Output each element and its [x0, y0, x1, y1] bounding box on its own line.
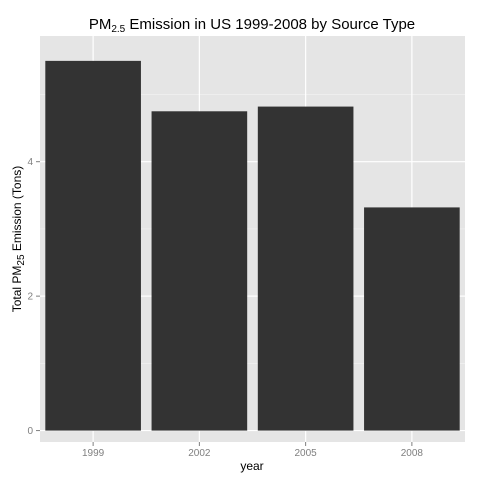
bar-2008: [364, 207, 460, 431]
bar-2002: [151, 111, 248, 431]
y-axis-ticks: 0 2 4: [27, 157, 40, 437]
y-axis-title-subscript: 25: [16, 254, 27, 266]
chart-title-prefix: PM: [89, 16, 112, 33]
y-axis-title: Total PM25 Emission (Tons): [10, 166, 27, 313]
x-tick-label: 1999: [82, 448, 105, 459]
x-axis-title: year: [240, 459, 263, 473]
x-tick-label: 2008: [401, 448, 424, 459]
chart-title: PM2.5 Emission in US 1999-2008 by Source…: [89, 16, 415, 35]
bar-2005: [257, 106, 354, 431]
x-tick-label: 2002: [188, 448, 211, 459]
y-tick-label: 4: [27, 157, 33, 168]
bar-1999: [45, 60, 141, 431]
bars-group: [45, 60, 460, 431]
x-tick-label: 2005: [295, 448, 318, 459]
y-tick-label: 2: [27, 292, 33, 303]
y-axis-title-suffix: Emission (Tons): [10, 166, 24, 255]
y-axis-title-prefix: Total PM: [10, 266, 24, 313]
chart-title-suffix: Emission in US 1999-2008 by Source Type: [125, 16, 415, 33]
chart-title-subscript: 2.5: [111, 24, 125, 35]
y-tick-label: 0: [27, 426, 33, 437]
x-axis-ticks: 1999 2002 2005 2008: [82, 442, 423, 459]
